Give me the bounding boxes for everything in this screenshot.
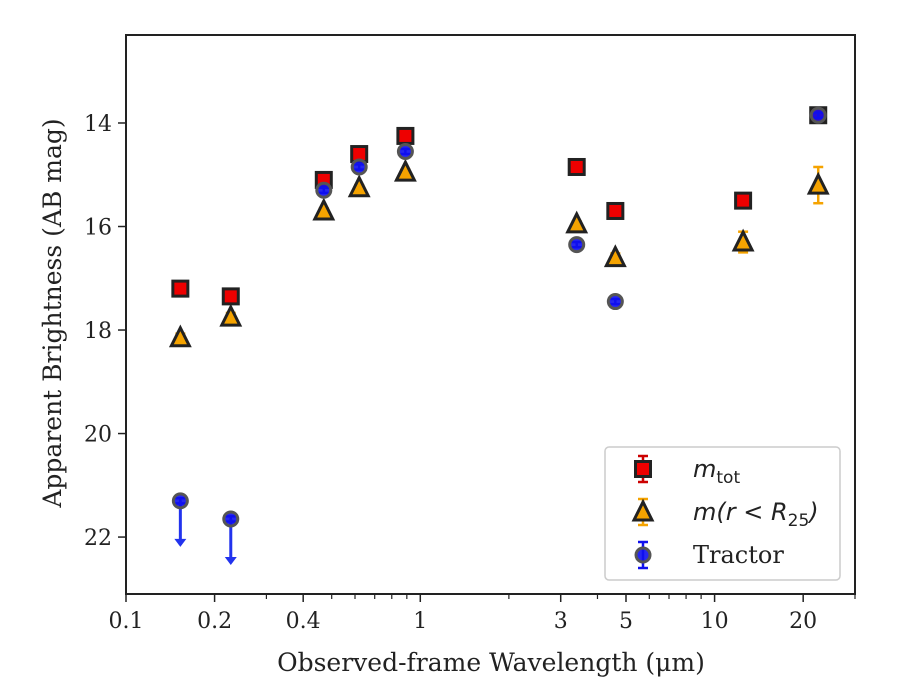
legend-marker (634, 460, 652, 478)
upper-limit-arrowhead (174, 538, 187, 547)
y-tick-label: 18 (84, 319, 112, 344)
data-point (606, 293, 624, 311)
y-tick-label: 14 (84, 112, 112, 137)
data-marks (168, 106, 830, 565)
data-point (221, 287, 240, 306)
y-axis-label: Apparent Brightness (AB mag) (38, 118, 67, 508)
x-axis-label: Observed-frame Wavelength (μm) (277, 648, 705, 677)
legend-label: m(r < R25) (693, 498, 819, 531)
series-triangle (168, 158, 830, 348)
y-tick-label: 22 (84, 526, 112, 551)
legend-marker (631, 498, 655, 522)
x-tick-label: 10 (701, 609, 729, 634)
legend: mtot m(r < R25) Tractor (604, 446, 841, 581)
axes-ticks: 0.1 0.2 0.4 1 3 5 10 20 14 16 18 20 22 (84, 112, 856, 634)
data-point (396, 142, 414, 160)
y-tick-label: 16 (84, 216, 112, 241)
upper-limit-arrowhead (224, 556, 237, 565)
plot-area (125, 34, 856, 595)
x-tick-label: 1 (413, 609, 427, 634)
data-point (350, 158, 368, 176)
data-point (806, 171, 830, 195)
data-point (606, 201, 625, 220)
data-point (222, 510, 240, 528)
legend-marker (634, 546, 652, 564)
data-point (731, 228, 755, 252)
data-point (315, 181, 333, 199)
data-point (312, 197, 336, 221)
x-tick-label: 20 (789, 609, 817, 634)
data-point (219, 303, 243, 327)
data-point (171, 492, 189, 510)
x-tick-label: 0.4 (286, 609, 321, 634)
x-tick-label: 3 (554, 609, 568, 634)
series-circle (171, 106, 827, 565)
data-point (565, 210, 589, 234)
data-point (567, 157, 586, 176)
data-point (396, 126, 415, 145)
x-tick-label: 0.1 (109, 609, 144, 634)
legend-label: mtot (693, 455, 740, 488)
data-point (568, 236, 586, 254)
legend-label: Tractor (693, 541, 784, 569)
data-point (168, 324, 192, 348)
data-point (603, 244, 627, 268)
plot-frame (125, 34, 856, 595)
y-tick-label: 20 (84, 423, 112, 448)
data-point (734, 191, 753, 210)
data-point (809, 106, 827, 124)
series-square (171, 106, 828, 306)
legend-box (604, 446, 841, 581)
x-tick-label: 0.2 (197, 609, 232, 634)
data-point (393, 158, 417, 182)
data-point (347, 174, 371, 198)
data-point (171, 279, 190, 298)
x-tick-label: 5 (619, 609, 633, 634)
